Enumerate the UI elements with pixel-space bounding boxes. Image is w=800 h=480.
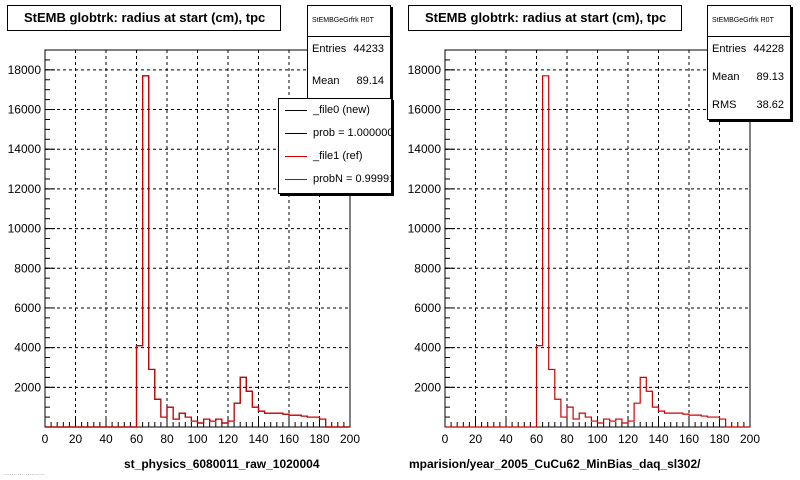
right-xtick-label-0: 0 (442, 432, 449, 446)
left-stats-entries-label: Entries (312, 43, 347, 55)
left-plot-pad: 0 20 40 60 80 100 120 140 160 180 200 2000 4000 6000 8… (7, 5, 392, 471)
left-stats-mean-label: Mean (312, 75, 340, 87)
right-ytick-label-18000: 18000 (408, 63, 442, 77)
right-xtick-label-200: 200 (740, 432, 760, 446)
right-stats-rms-value: 38.62 (756, 99, 784, 111)
left-xtick-label-120: 120 (218, 432, 238, 446)
right-xtick-label-100: 100 (587, 432, 607, 446)
right-stats-entries-label: Entries (712, 43, 747, 55)
legend-label-prob: prob = 1.000000 (313, 127, 392, 139)
right-ytick-label-8000: 8000 (414, 261, 441, 275)
right-ytick-label-6000: 6000 (414, 301, 441, 315)
left-stats-entries-value: 44233 (353, 43, 384, 55)
legend-label-file0: _file0 (new) (313, 104, 370, 116)
left-xtick-label-20: 20 (69, 432, 83, 446)
right-ytick-label-12000: 12000 (408, 182, 442, 196)
right-histogram: 0 20 40 60 80 100 120 140 160 180 200 2000 4000 6000 8… (408, 49, 760, 446)
right-xtick-label-20: 20 (469, 432, 483, 446)
left-xtick-label-60: 60 (130, 432, 144, 446)
left-xtick-label-0: 0 (42, 432, 49, 446)
left-xtick-label-160: 160 (279, 432, 299, 446)
left-ytick-label-6000: 6000 (14, 301, 41, 315)
legend-label-file1: _file1 (ref) (313, 150, 363, 162)
right-xtick-label-60: 60 (530, 432, 544, 446)
left-ytick-label-14000: 14000 (8, 142, 42, 156)
right-xtick-label-40: 40 (499, 432, 513, 446)
legend-entry-probn: probN = 0.999911 (279, 170, 391, 190)
left-ytick-label-4000: 4000 (14, 341, 41, 355)
left-plot-title: StEMB globtrk: radius at start (cm), tpc (7, 5, 281, 31)
left-ytick-label-8000: 8000 (14, 261, 41, 275)
right-xtick-label-160: 160 (679, 432, 699, 446)
left-ytick-label-18000: 18000 (8, 63, 42, 77)
legend-entry-file1: _file1 (ref) (279, 147, 391, 167)
right-ytick-label-10000: 10000 (408, 222, 442, 236)
right-stats-mean-label: Mean (712, 71, 740, 83)
footer-text: ...... ... .......... (4, 470, 45, 477)
right-ytick-label-2000: 2000 (414, 380, 441, 394)
right-stats-header: StEMBGeGrfrk R0T (708, 6, 790, 37)
left-xtick-label-140: 140 (248, 432, 268, 446)
left-stats-box: StEMBGeGrfrk R0T Entries 44233 Mean 89.1… (307, 5, 391, 100)
left-ytick-label-16000: 16000 (8, 103, 42, 117)
left-file-label: st_physics_6080011_raw_1020004 (124, 457, 320, 471)
right-stats-entries: Entries 44228 (712, 42, 784, 56)
legend-entry-file0: _file0 (new) (279, 101, 391, 121)
right-stats-mean-value: 89.13 (756, 71, 784, 83)
right-stats-mean: Mean 89.13 (712, 70, 784, 84)
right-xtick-label-120: 120 (618, 432, 638, 446)
right-xtick-label-80: 80 (560, 432, 574, 446)
right-stats-rms-label: RMS (712, 99, 737, 111)
left-histogram: 0 20 40 60 80 100 120 140 160 180 200 2000 4000 6000 8… (8, 49, 360, 446)
right-stats-box: StEMBGeGrfrk R0T Entries 44228 Mean 89.1… (707, 5, 791, 120)
left-xtick-label-80: 80 (160, 432, 174, 446)
legend-label-probn: probN = 0.999911 (313, 173, 392, 185)
left-ytick-label-10000: 10000 (8, 222, 42, 236)
left-ytick-label-2000: 2000 (14, 380, 41, 394)
left-stats-mean-value: 89.14 (356, 75, 384, 87)
legend-entry-prob: prob = 1.000000 (279, 124, 391, 144)
legend-swatch-probn (285, 179, 307, 180)
legend-swatch-file0 (285, 110, 307, 111)
right-xtick-label-180: 180 (709, 432, 729, 446)
right-xtick-label-140: 140 (648, 432, 668, 446)
right-ytick-label-14000: 14000 (408, 142, 442, 156)
legend-swatch-prob (285, 133, 307, 134)
right-plot-pad: 0 20 40 60 80 100 120 140 160 180 200 2000 4000 6000 8… (400, 0, 800, 480)
left-stats-header: StEMBGeGrfrk R0T (308, 6, 390, 37)
right-file-label: mparision/year_2005_CuCu62_MinBias_daq_s… (409, 457, 701, 471)
left-series-1-line (45, 75, 350, 428)
right-plot-title: StEMB globtrk: radius at start (cm), tpc (408, 5, 682, 31)
right-ytick-label-4000: 4000 (414, 341, 441, 355)
right-stats-entries-value: 44228 (753, 43, 784, 55)
legend-swatch-file1 (285, 156, 307, 157)
right-ytick-label-16000: 16000 (408, 103, 442, 117)
left-stats-mean: Mean 89.14 (312, 74, 384, 88)
left-stats-entries: Entries 44233 (312, 42, 384, 56)
right-stats-rms: RMS 38.62 (712, 98, 784, 112)
left-xtick-label-180: 180 (309, 432, 329, 446)
left-xtick-label-40: 40 (99, 432, 113, 446)
right-series-0-line (445, 75, 750, 428)
left-legend: _file0 (new) prob = 1.000000 _file1 (ref… (278, 98, 392, 194)
left-xtick-label-200: 200 (340, 432, 360, 446)
left-ytick-label-12000: 12000 (8, 182, 42, 196)
left-xtick-label-100: 100 (187, 432, 207, 446)
